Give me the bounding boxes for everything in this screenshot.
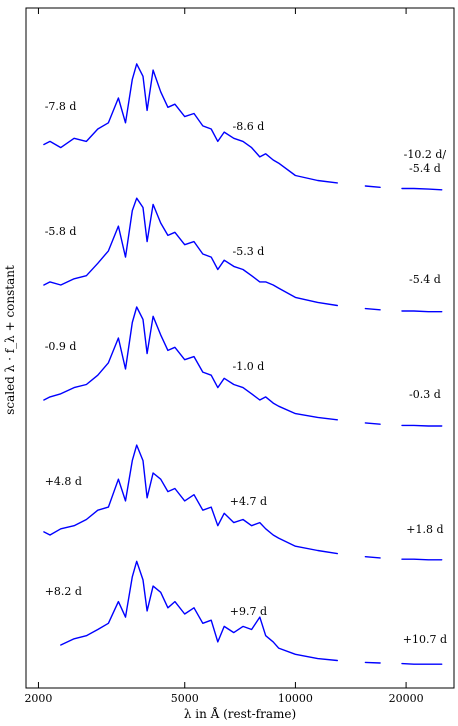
- x-tick-label-5000: 5000: [171, 692, 199, 705]
- x-tick-label-2000: 2000: [24, 692, 52, 705]
- epoch-label-3-3: -0.3 d: [409, 388, 441, 401]
- epoch-label-3-1: -0.9 d: [45, 340, 77, 353]
- epoch-label-1-2: -8.6 d: [233, 120, 265, 133]
- epoch-label-4-3: +1.8 d: [406, 523, 443, 536]
- epoch-label-5-2: +9.7 d: [230, 605, 267, 618]
- epoch-label-5-3: +10.7 d: [403, 633, 447, 646]
- epoch-label-2-1: -5.8 d: [45, 225, 77, 238]
- x-tick-label-10000: 10000: [278, 692, 313, 705]
- spectrum-line-2: [43, 197, 443, 313]
- epoch-label-2-2: -5.3 d: [233, 245, 265, 258]
- plot-frame: [25, 7, 455, 689]
- spectra-series: [43, 63, 443, 665]
- spectrum-line-5: [60, 560, 443, 665]
- epoch-label-4-2: +4.7 d: [230, 495, 267, 508]
- epoch-label-1-3: -10.2 d/: [404, 148, 447, 161]
- x-axis-title: λ in Å (rest-frame): [184, 706, 296, 721]
- epoch-label-3-2: -1.0 d: [233, 360, 265, 373]
- x-axis-ticks: [37, 8, 407, 688]
- x-axis-tick-labels: 2000 5000 10000 20000: [24, 692, 423, 705]
- epoch-label-1-1: -7.8 d: [45, 100, 77, 113]
- spectrum-line-3: [43, 306, 443, 427]
- epoch-labels: -7.8 d-8.6 d-10.2 d/-5.4 d-5.8 d-5.3 d-5…: [45, 100, 447, 646]
- epoch-label-5-1: +8.2 d: [45, 585, 82, 598]
- y-axis-title: scaled λ · f_λ + constant: [3, 265, 17, 415]
- epoch-label-2-3: -5.4 d: [409, 273, 441, 286]
- epoch-label-4-1: +4.8 d: [45, 475, 82, 488]
- x-tick-label-20000: 20000: [389, 692, 424, 705]
- spectrum-line-4: [43, 444, 443, 561]
- epoch-label-1-4: -5.4 d: [409, 162, 441, 175]
- spectrum-line-1: [43, 63, 443, 191]
